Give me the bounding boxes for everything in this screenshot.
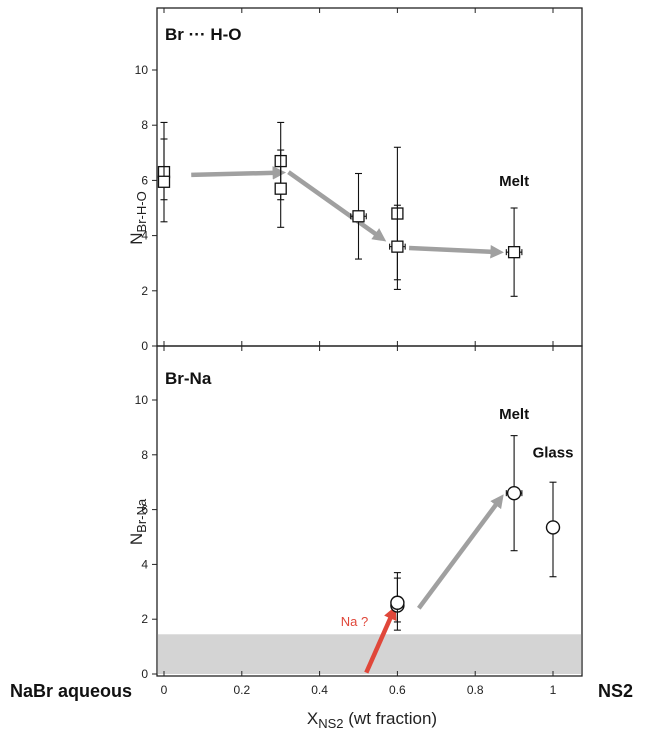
top-y-axis-label: NBr-H-O <box>127 191 149 244</box>
x-axis-label: XNS2 (wt fraction) <box>307 709 437 730</box>
na-question-label: Na ? <box>341 614 368 629</box>
top-y-tick-label: 10 <box>135 63 149 77</box>
annotation-label: Melt <box>499 173 529 190</box>
x-axis-label-sub: NS2 <box>318 716 343 730</box>
top-y-tick-label: 2 <box>141 284 148 298</box>
trend-arrow <box>416 494 504 610</box>
red-arrow <box>364 606 397 674</box>
x-tick-label: 0 <box>161 683 168 697</box>
x-axis-label-main: X <box>307 709 318 728</box>
trend-arrow <box>287 170 387 242</box>
right-end-label: NS2 <box>598 681 633 701</box>
x-tick-label: 1 <box>550 683 557 697</box>
data-point-square <box>507 246 521 259</box>
bottom-panel-frame <box>156 345 583 677</box>
bottom-y-axis-label-main: N <box>127 533 146 545</box>
trend-arrow <box>191 166 287 180</box>
trend-arrow <box>408 245 504 259</box>
bottom-y-axis-label: NBr-Na <box>127 498 149 545</box>
bottom-panel-label: Br-Na <box>165 369 212 388</box>
bottom-y-tick-label: 10 <box>135 393 149 407</box>
data-point-square <box>274 182 287 195</box>
top-y-tick-label: 8 <box>141 118 148 132</box>
x-axis-label-rest: (wt fraction) <box>344 709 438 728</box>
top-y-tick-label: 4 <box>141 229 148 243</box>
top-y-axis-label-sub: Br-H-O <box>134 191 149 232</box>
data-point-square <box>157 175 171 188</box>
top-y-tick-label: 0 <box>141 339 148 353</box>
bottom-y-tick-label: 8 <box>141 448 148 462</box>
top-panel-plot: 0 2 4 6 8 10 Melt <box>135 8 554 353</box>
annotation-label: Melt <box>499 406 529 423</box>
data-point-square <box>391 240 404 253</box>
top-y-tick-label: 6 <box>141 173 148 187</box>
top-panel-label: Br ··· H-O <box>165 25 241 44</box>
bottom-y-tick-label: 2 <box>141 612 148 626</box>
data-point-square <box>352 210 365 223</box>
bottom-y-tick-label: 0 <box>141 667 148 681</box>
bottom-y-tick-label: 6 <box>141 503 148 517</box>
x-tick-label: 0.2 <box>233 683 250 697</box>
data-point-circle <box>545 520 561 535</box>
bottom-y-axis-label-sub: Br-Na <box>134 498 149 533</box>
bottom-panel-plot: 0 2 4 6 8 10 0 0.2 0.4 0.6 0.8 1 Melt Glass Na ? <box>135 346 582 697</box>
x-tick-label: 0.4 <box>311 683 328 697</box>
annotation-label: Glass <box>533 445 574 462</box>
top-y-axis-label-main: N <box>127 232 146 244</box>
x-tick-label: 0.8 <box>467 683 484 697</box>
data-point-circle <box>390 595 405 610</box>
left-end-label: NaBr aqueous <box>10 681 132 701</box>
bottom-y-tick-label: 4 <box>141 557 148 571</box>
data-point-circle <box>506 485 522 501</box>
x-tick-label: 0.6 <box>389 683 406 697</box>
